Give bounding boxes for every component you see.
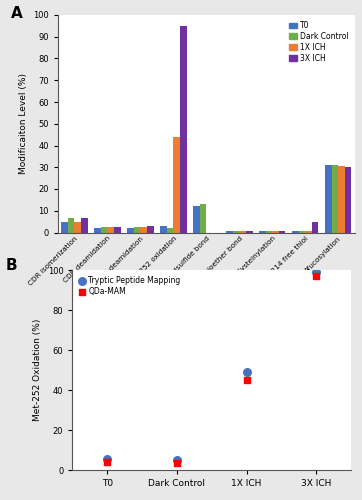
Tryptic Peptide Mapping	[174, 456, 180, 464]
Bar	[94, 228, 101, 232]
Bar	[345, 167, 352, 232]
Legend: Tryptic Peptide Mapping, QDa-MAM: Tryptic Peptide Mapping, QDa-MAM	[76, 274, 183, 298]
Bar	[75, 222, 81, 232]
QDa-MAM	[174, 459, 180, 467]
Bar	[81, 218, 88, 232]
Bar	[259, 231, 266, 232]
Bar	[134, 227, 140, 232]
Bar	[167, 228, 173, 232]
Bar	[108, 227, 114, 232]
Tryptic Peptide Mapping	[244, 368, 249, 376]
Bar	[147, 226, 153, 232]
Y-axis label: Met-252 Oxidation (%): Met-252 Oxidation (%)	[33, 319, 42, 421]
Bar	[312, 222, 319, 232]
Bar	[332, 165, 338, 232]
Bar	[338, 166, 345, 232]
Bar	[193, 206, 200, 233]
QDa-MAM	[104, 458, 110, 466]
Bar	[114, 227, 121, 232]
Bar	[160, 226, 167, 232]
Bar	[325, 165, 332, 232]
QDa-MAM	[313, 272, 319, 280]
Bar	[180, 26, 186, 233]
Bar	[127, 228, 134, 232]
Bar	[68, 218, 75, 232]
Text: A: A	[10, 6, 22, 22]
Bar	[101, 227, 108, 232]
Text: B: B	[5, 258, 17, 273]
Tryptic Peptide Mapping	[313, 268, 319, 276]
Tryptic Peptide Mapping	[104, 455, 110, 463]
Bar	[173, 137, 180, 232]
Y-axis label: Modificaiton Level (%): Modificaiton Level (%)	[18, 73, 28, 174]
Bar	[200, 204, 206, 233]
Legend: T0, Dark Control, 1X ICH, 3X ICH: T0, Dark Control, 1X ICH, 3X ICH	[287, 19, 351, 65]
Bar	[140, 227, 147, 232]
Bar	[61, 222, 68, 232]
QDa-MAM	[244, 376, 249, 384]
